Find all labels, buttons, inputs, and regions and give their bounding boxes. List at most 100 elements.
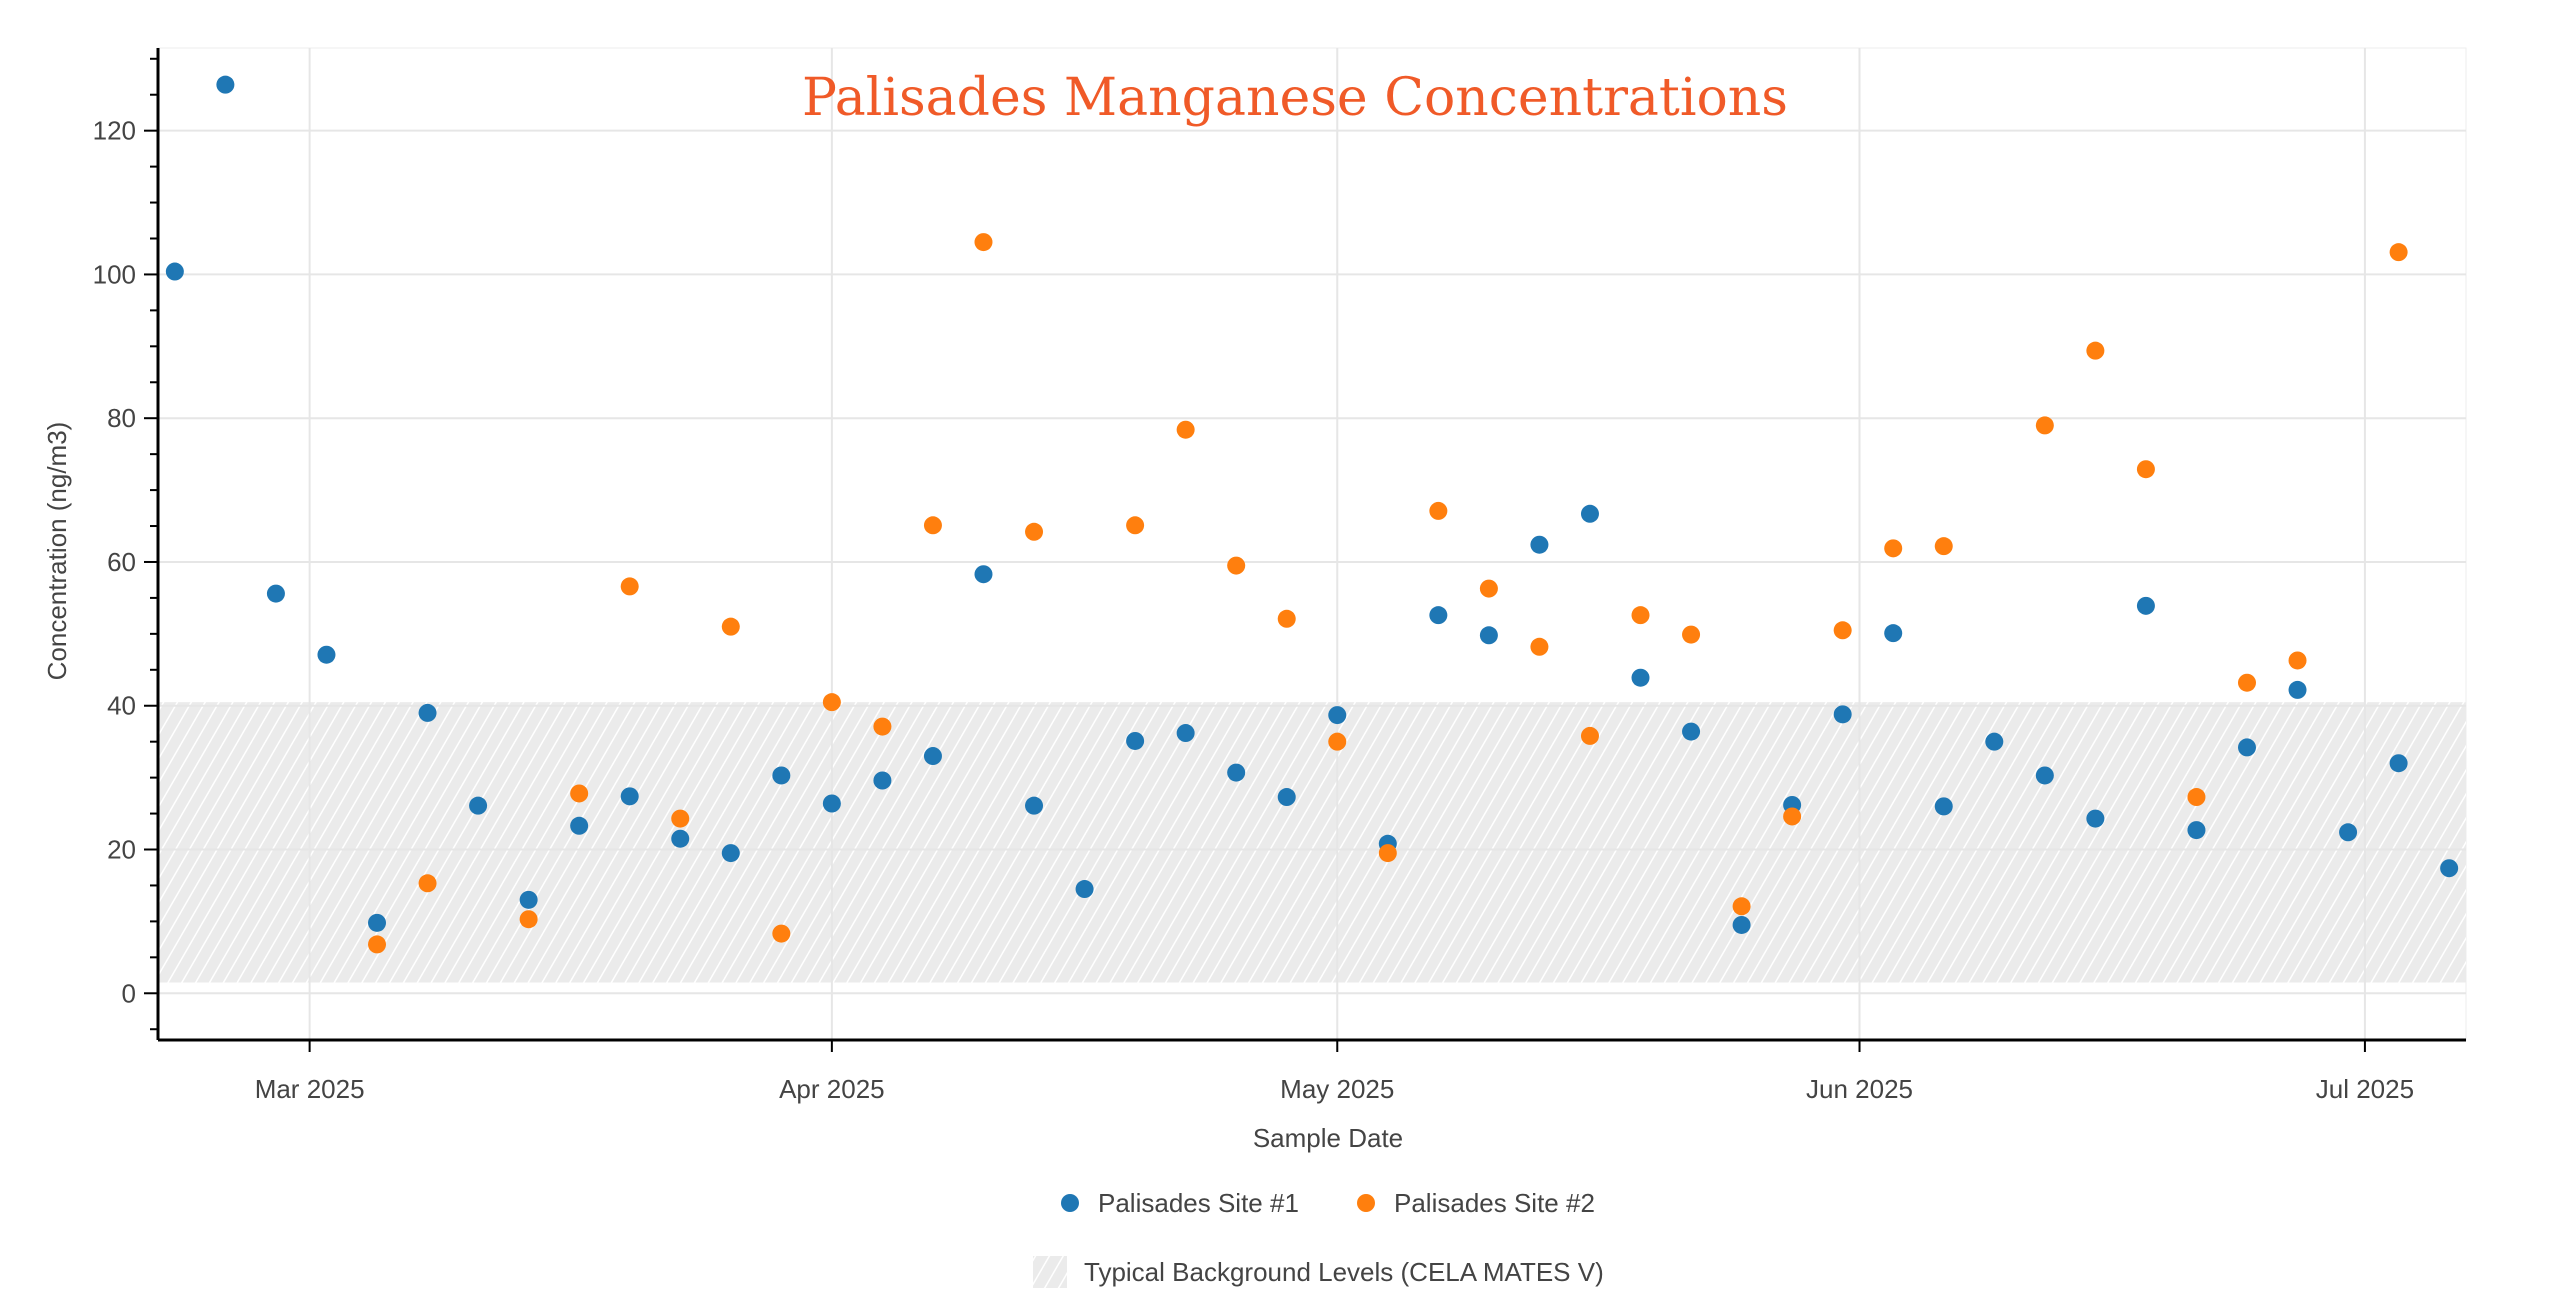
data-point-site-1[interactable] [519, 890, 538, 909]
y-tick-label: 120 [93, 116, 136, 146]
x-tick-label: Jul 2025 [2316, 1074, 2414, 1104]
data-point-site-1[interactable] [923, 747, 942, 766]
data-point-site-1[interactable] [1732, 915, 1751, 934]
data-point-site-1[interactable] [368, 913, 387, 932]
data-point-site-1[interactable] [974, 565, 993, 584]
data-point-site-1[interactable] [570, 816, 589, 835]
data-point-site-1[interactable] [1075, 880, 1094, 899]
data-point-site-2[interactable] [671, 809, 690, 828]
data-point-site-1[interactable] [1025, 796, 1044, 815]
data-point-site-1[interactable] [1631, 668, 1650, 687]
data-point-site-2[interactable] [1277, 609, 1296, 628]
data-point-site-1[interactable] [1682, 722, 1701, 741]
data-point-site-2[interactable] [2136, 460, 2155, 479]
data-point-site-2[interactable] [1884, 539, 1903, 558]
data-point-site-1[interactable] [317, 645, 336, 664]
background-band-layer [158, 702, 2466, 983]
data-point-site-1[interactable] [1328, 706, 1347, 725]
y-tick-label: 80 [107, 403, 136, 433]
data-point-site-2[interactable] [873, 717, 892, 736]
points-layer [165, 75, 2459, 954]
data-point-site-2[interactable] [1580, 726, 1599, 745]
data-point-site-2[interactable] [368, 935, 387, 954]
data-point-site-2[interactable] [1025, 522, 1044, 541]
axes-layer: 0 20 40 60 80 100 120 Mar 2025 Apr 2025 May 2025 J… [93, 48, 2466, 1104]
data-point-site-2[interactable] [418, 874, 437, 893]
grid-layer [158, 48, 2466, 1040]
legend-label-site-1: Palisades Site #1 [1098, 1188, 1299, 1218]
data-point-site-1[interactable] [2237, 738, 2256, 757]
legend-marker-site-1 [1061, 1194, 1079, 1212]
x-tick-label: Jun 2025 [1806, 1074, 1913, 1104]
data-point-site-1[interactable] [2136, 596, 2155, 615]
data-point-site-1[interactable] [1479, 626, 1498, 645]
data-point-site-1[interactable] [1580, 504, 1599, 523]
data-point-site-1[interactable] [2440, 859, 2459, 878]
data-point-site-2[interactable] [1176, 420, 1195, 439]
background-band [158, 702, 2466, 983]
data-point-site-1[interactable] [2339, 823, 2358, 842]
data-point-site-1[interactable] [266, 584, 285, 603]
legend-item-background-band[interactable]: Typical Background Levels (CELA MATES V) [1033, 1256, 1604, 1288]
data-point-site-1[interactable] [1530, 535, 1549, 554]
data-point-site-1[interactable] [1884, 624, 1903, 643]
data-point-site-2[interactable] [1833, 621, 1852, 640]
data-point-site-1[interactable] [2035, 766, 2054, 785]
legend-item-site-1[interactable]: Palisades Site #1 [1061, 1188, 1299, 1218]
y-tick-label: 100 [93, 259, 136, 289]
data-point-site-1[interactable] [873, 771, 892, 790]
data-point-site-2[interactable] [923, 516, 942, 535]
data-point-site-2[interactable] [2086, 341, 2105, 360]
data-point-site-1[interactable] [2187, 821, 2206, 840]
data-point-site-1[interactable] [772, 766, 791, 785]
data-point-site-1[interactable] [620, 787, 639, 806]
data-point-site-2[interactable] [772, 924, 791, 943]
data-point-site-1[interactable] [1429, 606, 1448, 625]
data-point-site-2[interactable] [822, 693, 841, 712]
data-point-site-2[interactable] [1934, 537, 1953, 556]
x-tick-label: May 2025 [1280, 1074, 1394, 1104]
data-point-site-2[interactable] [1378, 844, 1397, 863]
data-point-site-2[interactable] [1227, 556, 1246, 575]
data-point-site-2[interactable] [974, 233, 993, 252]
data-point-site-2[interactable] [519, 910, 538, 929]
data-point-site-2[interactable] [2288, 651, 2307, 670]
data-point-site-2[interactable] [1783, 807, 1802, 826]
x-tick-label: Mar 2025 [255, 1074, 365, 1104]
data-point-site-1[interactable] [1126, 731, 1145, 750]
data-point-site-2[interactable] [1530, 637, 1549, 656]
legend-item-site-2[interactable]: Palisades Site #2 [1357, 1188, 1595, 1218]
data-point-site-1[interactable] [2389, 754, 2408, 773]
data-point-site-2[interactable] [570, 784, 589, 803]
data-point-site-1[interactable] [2288, 680, 2307, 699]
data-point-site-1[interactable] [1277, 788, 1296, 807]
data-point-site-1[interactable] [2086, 809, 2105, 828]
data-point-site-1[interactable] [418, 703, 437, 722]
data-point-site-1[interactable] [671, 829, 690, 848]
data-point-site-1[interactable] [1833, 705, 1852, 724]
data-point-site-2[interactable] [2187, 788, 2206, 807]
data-point-site-1[interactable] [721, 844, 740, 863]
data-point-site-2[interactable] [2389, 243, 2408, 262]
data-point-site-2[interactable] [1682, 625, 1701, 644]
data-point-site-1[interactable] [216, 75, 235, 94]
data-point-site-2[interactable] [1126, 516, 1145, 535]
data-point-site-1[interactable] [165, 262, 184, 281]
data-point-site-1[interactable] [1227, 763, 1246, 782]
data-point-site-2[interactable] [2237, 673, 2256, 692]
data-point-site-1[interactable] [822, 794, 841, 813]
data-point-site-2[interactable] [721, 617, 740, 636]
legend-label-background-band: Typical Background Levels (CELA MATES V) [1084, 1257, 1604, 1287]
data-point-site-2[interactable] [620, 577, 639, 596]
data-point-site-1[interactable] [1985, 732, 2004, 751]
legend-hatch-swatch [1033, 1256, 1067, 1288]
data-point-site-1[interactable] [1934, 797, 1953, 816]
data-point-site-2[interactable] [1429, 501, 1448, 520]
data-point-site-2[interactable] [2035, 416, 2054, 435]
data-point-site-1[interactable] [469, 796, 488, 815]
data-point-site-2[interactable] [1732, 897, 1751, 916]
data-point-site-2[interactable] [1479, 579, 1498, 598]
data-point-site-2[interactable] [1328, 732, 1347, 751]
data-point-site-2[interactable] [1631, 606, 1650, 625]
data-point-site-1[interactable] [1176, 724, 1195, 743]
